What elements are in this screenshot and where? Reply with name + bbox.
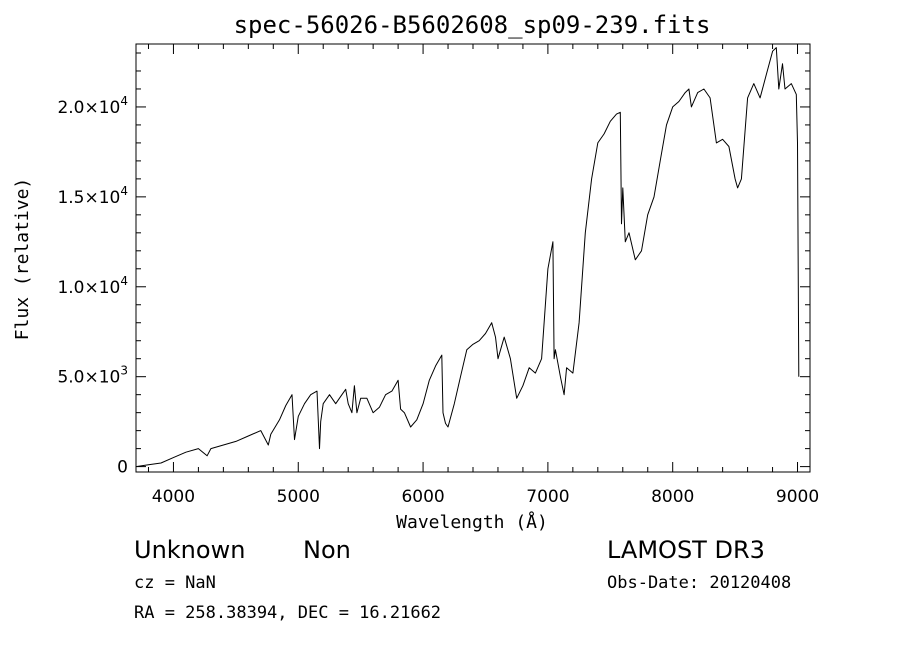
- y-tick-label: 5.0×103: [57, 364, 128, 388]
- x-tick-label: 7000: [526, 487, 569, 507]
- x-tick-label: 8000: [651, 487, 694, 507]
- observation-date: Obs-Date: 20120408: [607, 573, 792, 593]
- x-tick-label: 9000: [776, 487, 819, 507]
- y-axis-label: Flux (relative): [12, 178, 33, 341]
- x-axis-label: Wavelength (Å): [396, 511, 548, 533]
- chart-title: spec-56026-B5602608_sp09-239.fits: [234, 11, 711, 39]
- tick-labels: 4000 5000 6000 7000 8000 9000 0 5.0×103 1.0×104 1…: [57, 94, 819, 507]
- plot-frame: [135, 43, 811, 473]
- redshift-cz: cz = NaN: [134, 573, 216, 593]
- y-tick-label: 2.0×104: [57, 94, 128, 118]
- object-class: Unknown: [134, 536, 246, 564]
- y-tick-label: 1.0×104: [57, 274, 128, 298]
- y-tick-label: 0: [117, 458, 128, 478]
- ra-dec-coordinates: RA = 258.38394, DEC = 16.21662: [134, 603, 442, 623]
- x-tick-label: 4000: [152, 487, 195, 507]
- axis-ticks: [136, 44, 810, 472]
- y-tick-label: 1.5×104: [57, 184, 128, 208]
- spectrum-line: [135, 47, 800, 468]
- survey-name: LAMOST DR3: [607, 536, 765, 564]
- x-tick-label: 6000: [401, 487, 444, 507]
- object-subclass: Non: [303, 536, 351, 564]
- x-tick-label: 5000: [277, 487, 320, 507]
